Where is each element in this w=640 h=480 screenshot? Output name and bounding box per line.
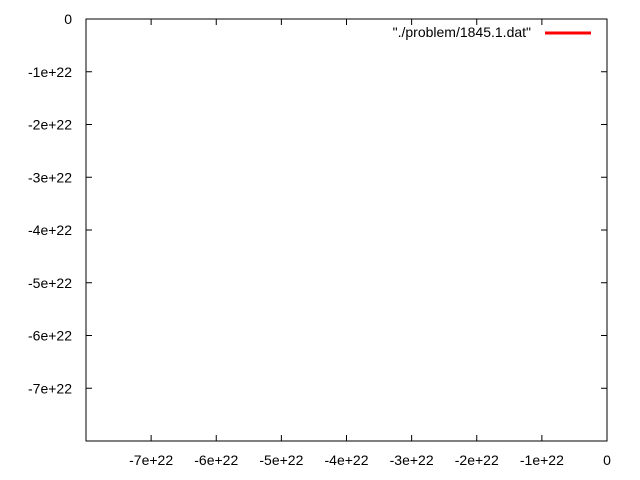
x-axis-ticks: -7e+22 -6e+22 -5e+22 -4e+22 -3e+22 -2e+22 -1e+… bbox=[129, 19, 611, 468]
y-tick-label: -4e+22 bbox=[28, 222, 72, 238]
x-tick-label: -4e+22 bbox=[325, 452, 369, 468]
y-tick-label: -7e+22 bbox=[28, 380, 72, 396]
x-tick-label: -3e+22 bbox=[390, 452, 434, 468]
legend: "./problem/1845.1.dat" bbox=[393, 24, 591, 40]
plot-frame bbox=[85, 18, 608, 442]
x-tick-label: 0 bbox=[603, 452, 611, 468]
x-tick-label: -1e+22 bbox=[520, 452, 564, 468]
y-tick-label: -2e+22 bbox=[28, 117, 72, 133]
x-tick-label: -2e+22 bbox=[455, 452, 499, 468]
x-tick-label: -7e+22 bbox=[129, 452, 173, 468]
y-axis-ticks: 0 -1e+22 -2e+22 -3e+22 -4e+22 -5e+22 -6e+22 -7e… bbox=[28, 11, 607, 396]
y-tick-label: 0 bbox=[64, 11, 72, 27]
x-tick-label: -6e+22 bbox=[194, 452, 238, 468]
x-tick-label: -5e+22 bbox=[259, 452, 303, 468]
y-tick-label: -3e+22 bbox=[28, 169, 72, 185]
y-tick-label: -1e+22 bbox=[28, 64, 72, 80]
legend-series-label: "./problem/1845.1.dat" bbox=[393, 24, 531, 40]
y-tick-label: -6e+22 bbox=[28, 328, 72, 344]
y-tick-label: -5e+22 bbox=[28, 275, 72, 291]
